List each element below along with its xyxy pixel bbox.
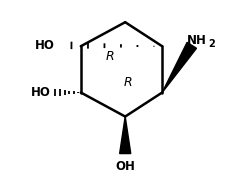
Text: 2: 2	[208, 39, 215, 49]
Text: R: R	[124, 76, 132, 89]
Text: R: R	[106, 50, 115, 63]
Text: HO: HO	[35, 39, 55, 52]
Text: OH: OH	[115, 160, 135, 173]
Polygon shape	[120, 117, 131, 154]
Polygon shape	[162, 42, 197, 92]
Text: NH: NH	[187, 34, 207, 47]
Text: HO: HO	[31, 86, 51, 99]
